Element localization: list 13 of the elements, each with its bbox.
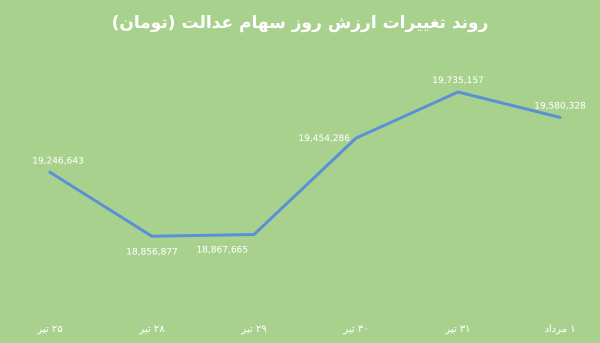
- data-label: 18,867,665: [196, 246, 248, 256]
- x-tick-label: ۲۵ تیر: [36, 324, 63, 335]
- x-tick-label: ۳۱ تیر: [444, 324, 471, 335]
- data-label: 19,580,328: [534, 101, 586, 112]
- data-label: 19,735,157: [432, 76, 484, 86]
- data-label: 19,454,286: [298, 134, 350, 144]
- x-tick-label: ۱ مرداد: [544, 324, 576, 335]
- x-tick-label: ۲۹ تیر: [240, 324, 267, 335]
- data-label: 19,246,643: [32, 156, 84, 166]
- chart-title: روند تغییرات ارزش روز سهام عدالت (تومان): [112, 13, 488, 33]
- data-label: 18,856,877: [126, 247, 178, 258]
- x-tick-label: ۲۸ تیر: [138, 324, 166, 335]
- x-tick-label: ۳۰ تیر: [342, 324, 369, 335]
